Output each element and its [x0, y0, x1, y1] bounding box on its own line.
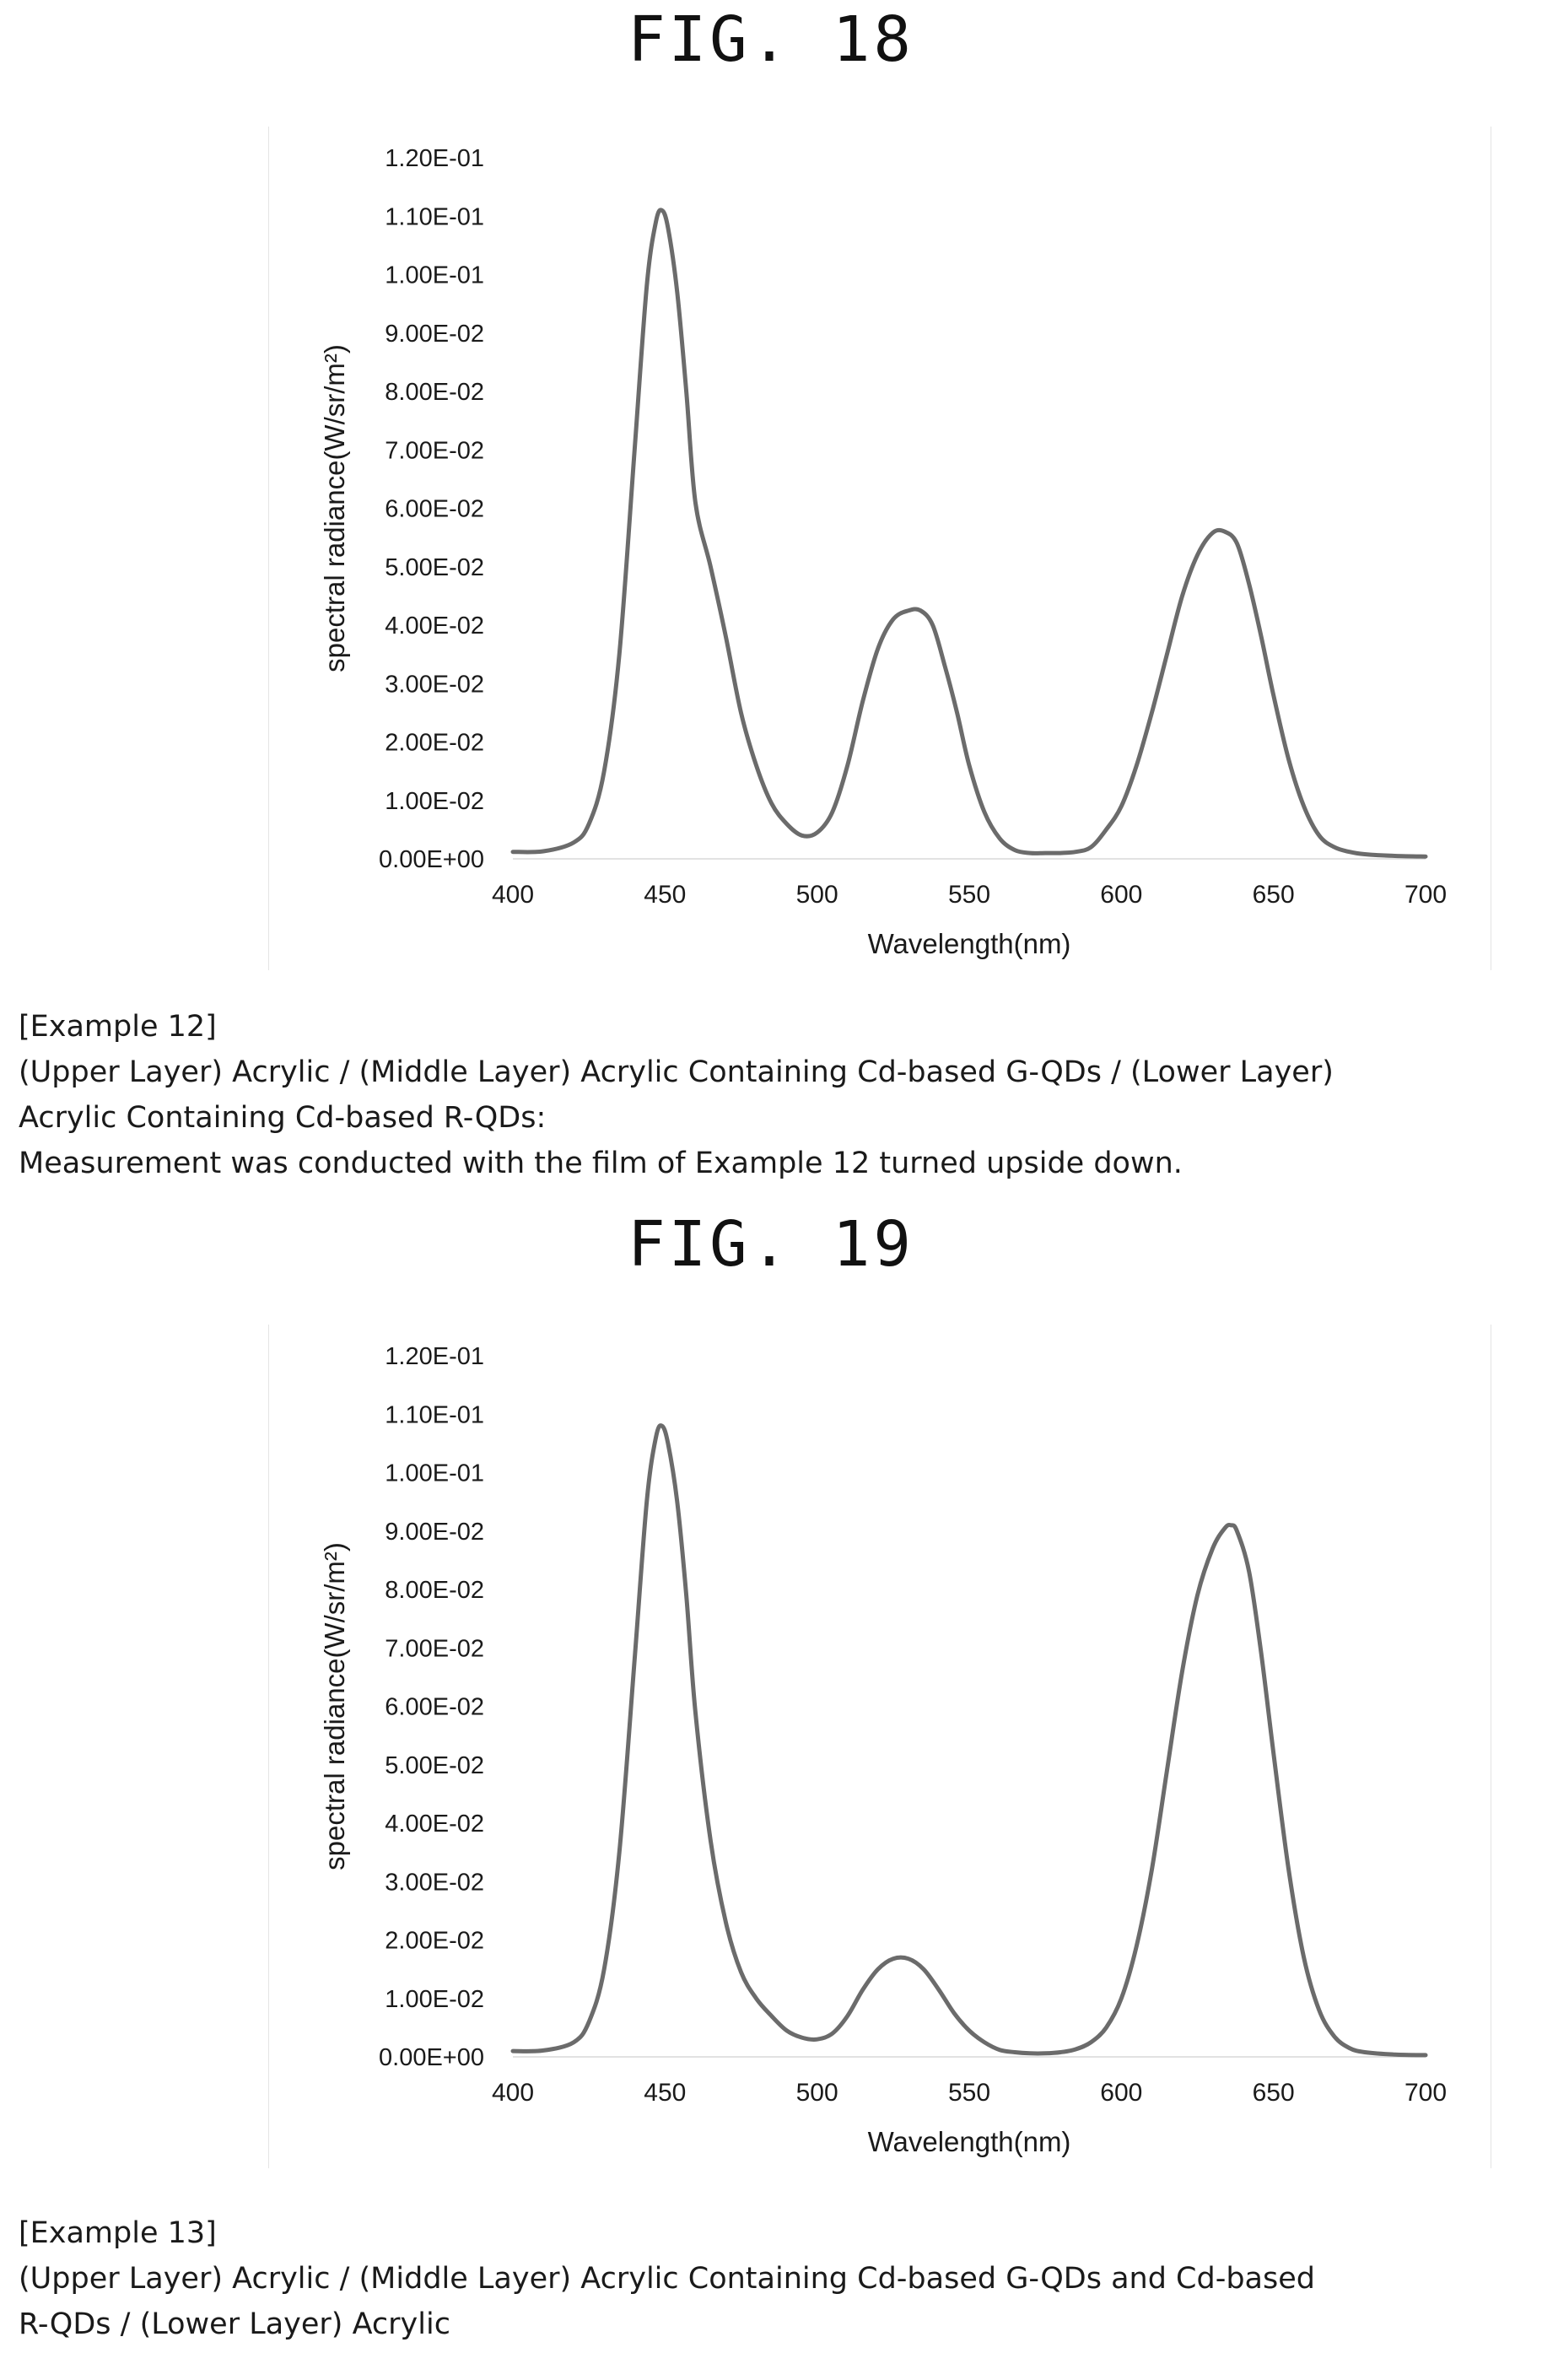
figure-caption: [Example 12] (Upper Layer) Acrylic / (Mi… [19, 1004, 1529, 1186]
chart-frame [268, 127, 1491, 970]
y-tick-label: 1.20E-01 [385, 1343, 484, 1370]
y-tick-label: 7.00E-02 [385, 437, 484, 464]
x-tick-label: 500 [796, 881, 838, 909]
y-axis-label: spectral radiance(W/sr/m²) [319, 1542, 350, 1870]
y-tick-label: 2.00E-02 [385, 730, 484, 757]
series-line [510, 208, 1428, 859]
y-tick-label: 7.00E-02 [385, 1635, 484, 1662]
x-tick-label: 450 [644, 881, 686, 909]
y-tick-label: 3.00E-02 [385, 671, 484, 698]
chart-frame [268, 1325, 1491, 2168]
x-tick-label: 400 [492, 881, 534, 909]
x-tick-label: 600 [1100, 881, 1142, 909]
y-tick-label: 1.20E-01 [385, 145, 484, 172]
figure-title: FIG. 19 [628, 1208, 914, 1281]
x-tick-label: 400 [492, 2079, 534, 2107]
x-tick-label: 500 [796, 2079, 838, 2107]
y-tick-label: 1.00E-01 [385, 262, 484, 289]
y-tick-label: 0.00E+00 [379, 846, 484, 873]
y-tick-label: 8.00E-02 [385, 379, 484, 406]
x-axis-label: Wavelength(nm) [868, 2126, 1071, 2157]
y-tick-label: 4.00E-02 [385, 613, 484, 640]
caption-line: [Example 13] [19, 2216, 217, 2250]
caption-line: Measurement was conducted with the film … [19, 1147, 1183, 1180]
y-tick-label: 1.10E-01 [385, 203, 484, 230]
x-tick-label: 700 [1405, 2079, 1447, 2107]
x-tick-label: 650 [1253, 2079, 1295, 2107]
y-tick-label: 9.00E-02 [385, 321, 484, 348]
y-tick-label: 6.00E-02 [385, 496, 484, 523]
x-tick-label: 550 [948, 2079, 990, 2107]
caption-line: [Example 12] [19, 1010, 217, 1044]
x-tick-label: 550 [948, 881, 990, 909]
series-line [510, 1423, 1428, 2058]
caption-line: (Upper Layer) Acrylic / (Middle Layer) A… [19, 1055, 1334, 1089]
y-tick-label: 1.00E-01 [385, 1460, 484, 1487]
caption-line: (Upper Layer) Acrylic / (Middle Layer) A… [19, 2262, 1315, 2296]
y-tick-label: 5.00E-02 [385, 554, 484, 581]
y-tick-label: 1.00E-02 [385, 788, 484, 815]
caption-line: R-QDs / (Lower Layer) Acrylic [19, 2307, 450, 2341]
spectrum-chart: 0.00E+00 1.00E-02 2.00E-02 3.00E-02 4.00E-02… [319, 1343, 1447, 2157]
x-axis-label: Wavelength(nm) [868, 928, 1071, 959]
x-tick-label: 600 [1100, 2079, 1142, 2107]
y-axis-label: spectral radiance(W/sr/m²) [319, 344, 350, 672]
x-tick-label: 450 [644, 2079, 686, 2107]
caption-line: Acrylic Containing Cd-based R-QDs: [19, 1101, 547, 1135]
x-tick-label: 700 [1405, 881, 1447, 909]
y-tick-label: 0.00E+00 [379, 2044, 484, 2071]
y-tick-label: 9.00E-02 [385, 1519, 484, 1546]
y-tick-label: 2.00E-02 [385, 1928, 484, 1955]
y-tick-label: 4.00E-02 [385, 1811, 484, 1838]
figure-caption: [Example 13] (Upper Layer) Acrylic / (Mi… [19, 2210, 1529, 2347]
x-tick-label: 650 [1253, 881, 1295, 909]
y-tick-label: 1.00E-02 [385, 1986, 484, 2013]
y-tick-label: 8.00E-02 [385, 1577, 484, 1604]
y-tick-label: 5.00E-02 [385, 1752, 484, 1779]
y-tick-label: 3.00E-02 [385, 1869, 484, 1896]
spectrum-chart: 0.00E+00 1.00E-02 2.00E-02 3.00E-02 4.00E-02… [319, 145, 1447, 959]
y-tick-label: 1.10E-01 [385, 1401, 484, 1428]
figure-title: FIG. 18 [628, 3, 914, 76]
y-tick-label: 6.00E-02 [385, 1694, 484, 1721]
